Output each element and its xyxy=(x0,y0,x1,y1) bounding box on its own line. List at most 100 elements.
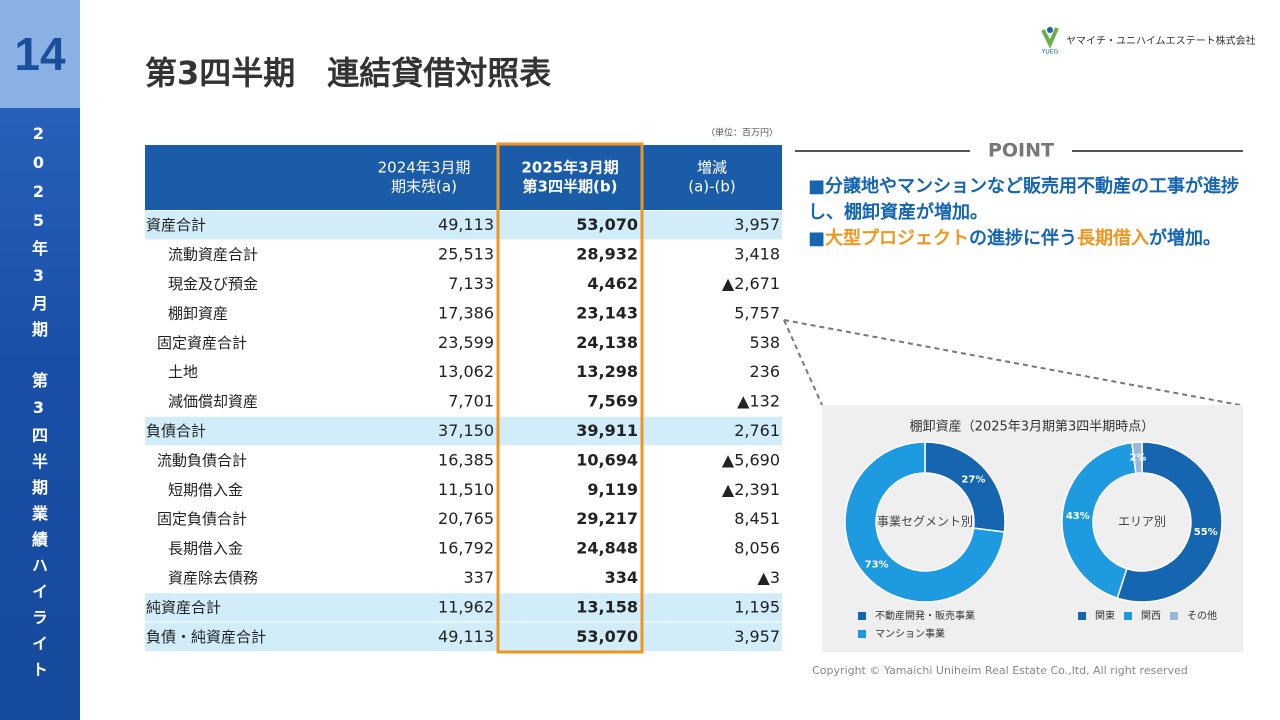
slide-title: 第3四半期 連結貸借対照表 xyxy=(145,54,552,92)
cell-value: ▲2,671 xyxy=(722,274,780,293)
cell-value: 8,451 xyxy=(734,509,780,528)
focus-column-frame xyxy=(496,142,644,654)
donut-slice xyxy=(844,441,1006,603)
cell-value: 24,848 xyxy=(576,539,638,558)
data-label: 27% xyxy=(961,474,985,485)
cell-value: 2,761 xyxy=(734,421,780,440)
cell-value: 49,113 xyxy=(438,215,494,234)
logo-mark: YUEG xyxy=(1041,49,1059,56)
point-segment: の進捗に伴う xyxy=(969,228,1078,249)
row-label: 負債合計 xyxy=(146,422,206,440)
row-label: 資産除去債務 xyxy=(168,569,258,587)
data-label: 43% xyxy=(1066,511,1090,522)
cell-value: 3,957 xyxy=(734,627,780,646)
column-header: 2025年3月期 xyxy=(521,159,618,177)
cell-value: 7,569 xyxy=(587,392,638,411)
legend-label: 不動産開発・販売事業 xyxy=(875,609,975,622)
legend-label: その他 xyxy=(1187,609,1217,622)
cell-value: 23,599 xyxy=(438,333,494,352)
legend-swatch xyxy=(1170,612,1178,620)
cell-value: 23,143 xyxy=(576,303,638,322)
cell-value: 8,056 xyxy=(734,539,780,558)
legend-swatch xyxy=(1078,612,1086,620)
row-label: 現金及び預金 xyxy=(168,275,258,293)
cell-value: 5,757 xyxy=(734,303,780,322)
column-header: 増減 xyxy=(697,159,727,177)
cell-value: 16,792 xyxy=(438,539,494,558)
cell-value: ▲5,690 xyxy=(722,450,780,469)
donut-slice xyxy=(1116,441,1223,603)
cell-value: 20,765 xyxy=(438,509,494,528)
legend-label: マンション事業 xyxy=(875,627,945,640)
point-segment: 長期借入 xyxy=(1077,228,1150,249)
row-label: 負債・純資産合計 xyxy=(146,628,266,646)
point-item: ■分譲地やマンションなど販売用不動産の工事が進捗し、棚卸資産が増加。 xyxy=(808,174,1260,226)
cell-value: ▲132 xyxy=(737,392,780,411)
point-segment: が増加。 xyxy=(1149,228,1222,249)
donut-slice xyxy=(1131,441,1143,475)
row-label: 資産合計 xyxy=(146,216,206,234)
column-header: (a)-(b) xyxy=(688,178,736,196)
data-label: 2% xyxy=(1129,453,1146,464)
cell-value: 17,386 xyxy=(438,303,494,322)
column-header: 期末残(a) xyxy=(391,178,457,196)
row-label: 流動負債合計 xyxy=(157,451,247,469)
cell-value: 13,062 xyxy=(438,362,494,381)
chart-panel-title: 棚卸資産（2025年3月期第3四半期時点） xyxy=(910,419,1155,435)
point-segment: 大型プロジェクト xyxy=(825,228,970,249)
row-highlight xyxy=(145,593,782,622)
row-highlight xyxy=(145,211,782,240)
callout-line xyxy=(783,319,1241,406)
row-label: 減価償却資産 xyxy=(168,393,258,411)
row-highlight xyxy=(145,416,782,446)
row-label: 純資産合計 xyxy=(146,598,221,616)
row-label: 固定資産合計 xyxy=(157,334,247,352)
point-item: ■大型プロジェクトの進捗に伴う長期借入が増加。 xyxy=(808,226,1260,252)
legend-swatch xyxy=(858,612,866,620)
donut-center-label: 事業セグメント別 xyxy=(877,515,973,529)
cell-value: 11,962 xyxy=(438,597,494,616)
sidebar: 14 2025年3月期 第3四半期業績ハイライト xyxy=(0,0,80,720)
cell-value: 337 xyxy=(463,568,494,587)
cell-value: 10,694 xyxy=(576,450,638,469)
data-label: 73% xyxy=(865,560,889,571)
sidebar-text: 2025年3月期 xyxy=(29,124,48,347)
logo-icon xyxy=(1041,27,1059,49)
legend-label: 関西 xyxy=(1141,610,1161,622)
copyright: Copyright © Yamaichi Uniheim Real Estate… xyxy=(812,664,1188,677)
cell-value: 29,217 xyxy=(576,509,638,528)
row-label: 棚卸資産 xyxy=(168,304,228,322)
cell-value: 24,138 xyxy=(576,333,638,352)
legend-swatch xyxy=(858,630,866,638)
row-label: 長期借入金 xyxy=(168,540,243,558)
cell-value: 4,462 xyxy=(587,274,638,293)
cell-value: 53,070 xyxy=(576,215,638,234)
cell-value: 28,932 xyxy=(576,245,638,264)
company-name: ヤマイチ・ユニハイムエステート株式会社 xyxy=(1066,34,1256,47)
row-label: 土地 xyxy=(168,363,198,381)
legend-swatch xyxy=(1124,612,1132,620)
data-label: 55% xyxy=(1194,527,1218,538)
cell-value: 1,195 xyxy=(734,597,780,616)
cell-value: 7,701 xyxy=(448,392,494,411)
sidebar-text: 第3四半期業績ハイライト xyxy=(29,372,48,687)
row-label: 短期借入金 xyxy=(168,481,243,499)
point-heading: POINT xyxy=(988,140,1054,162)
logo-icon xyxy=(1047,27,1053,33)
cell-value: 49,113 xyxy=(438,627,494,646)
chart-panel xyxy=(822,405,1243,652)
donut-slice xyxy=(1061,441,1137,600)
row-highlight xyxy=(145,622,782,651)
page-number: 14 xyxy=(0,0,80,108)
row-label: 流動資産合計 xyxy=(168,246,258,264)
cell-value: 11,510 xyxy=(438,480,494,499)
donut-center-label: エリア別 xyxy=(1118,515,1166,529)
cell-value: 7,133 xyxy=(448,274,494,293)
cell-value: ▲3 xyxy=(758,568,780,587)
cell-value: 334 xyxy=(605,568,638,587)
point-segment: ■ xyxy=(808,228,826,249)
cell-value: 53,070 xyxy=(576,627,638,646)
cell-value: 39,911 xyxy=(576,421,638,440)
